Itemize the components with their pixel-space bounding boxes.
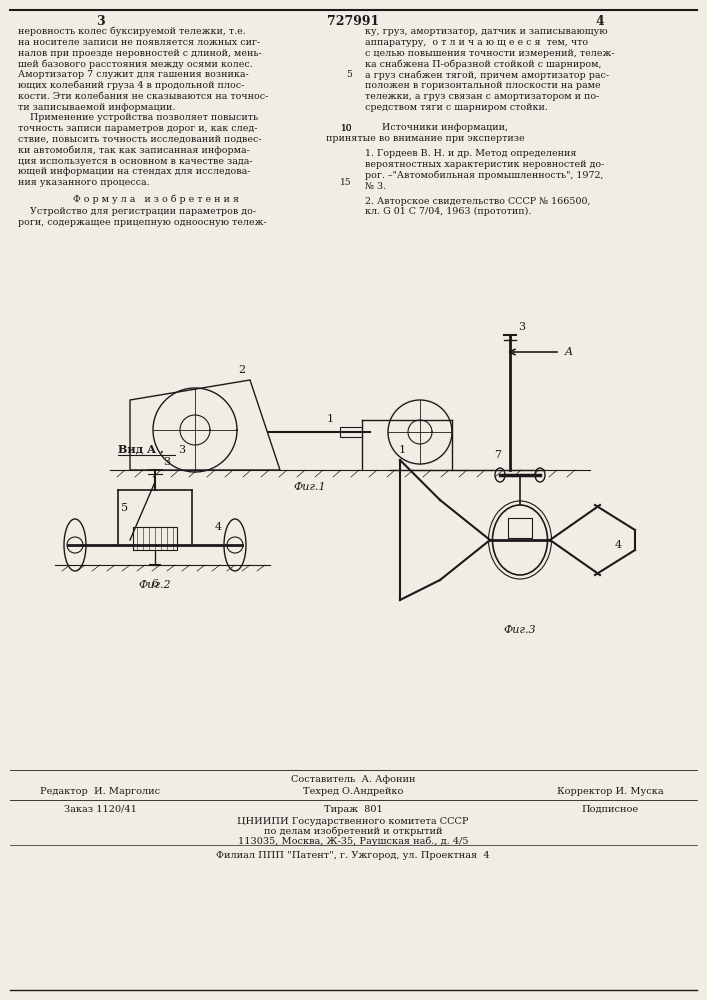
Text: 7: 7 [494,450,501,460]
Text: 4: 4 [595,15,604,28]
Text: 6: 6 [151,579,158,589]
Text: Ф о р м у л а   и з о б р е т е н и я: Ф о р м у л а и з о б р е т е н и я [73,195,239,205]
Text: 1. Гордеев В. Н. и др. Метод определения: 1. Гордеев В. Н. и др. Метод определения [365,149,576,158]
Text: ки автомобиля, так как записанная информа-: ки автомобиля, так как записанная информ… [18,146,250,155]
Text: с целью повышения точности измерений, тележ-: с целью повышения точности измерений, те… [365,49,614,58]
Text: роги, содержащее прицепную одноосную тележ-: роги, содержащее прицепную одноосную тел… [18,218,267,227]
Text: рог. –"Автомобильная промышленность", 1972,: рог. –"Автомобильная промышленность", 19… [365,171,604,180]
Text: Фиг.2: Фиг.2 [139,580,171,590]
Text: 113035, Москва, Ж-35, Раушская наб., д. 4/5: 113035, Москва, Ж-35, Раушская наб., д. … [238,837,468,846]
Text: 10: 10 [341,124,352,133]
Text: аппаратуру,  о т л и ч а ю щ е е с я  тем, что: аппаратуру, о т л и ч а ю щ е е с я тем,… [365,38,588,47]
Text: на носителе записи не появляется ложных сиг-: на носителе записи не появляется ложных … [18,38,260,47]
Text: Заказ 1120/41: Заказ 1120/41 [64,805,136,814]
Text: 3: 3 [518,322,525,332]
Text: кл. G 01 C 7/04, 1963 (прототип).: кл. G 01 C 7/04, 1963 (прототип). [365,207,532,216]
Text: ция используется в основном в качестве зада-: ция используется в основном в качестве з… [18,157,252,166]
Bar [340,427,362,437]
Text: Амортизатор 7 служит для гашения возника-: Амортизатор 7 служит для гашения возника… [18,70,249,79]
Text: Филиал ППП "Патент", г. Ужгород, ул. Проектная  4: Филиал ППП "Патент", г. Ужгород, ул. Про… [216,851,490,860]
Text: 2. Авторское свидетельство СССР № 166500,: 2. Авторское свидетельство СССР № 166500… [365,197,590,206]
Text: Тираж  801: Тираж 801 [324,805,382,814]
Text: 5: 5 [346,70,352,79]
Text: по делам изобретений и открытий: по делам изобретений и открытий [264,827,443,836]
Text: точность записи параметров дорог и, как след-: точность записи параметров дорог и, как … [18,124,257,133]
Text: Техред О.Андрейко: Техред О.Андрейко [303,787,403,796]
Text: № 3.: № 3. [365,182,386,191]
Text: ка снабжена П-образной стойкой с шарниром,: ка снабжена П-образной стойкой с шарниро… [365,59,602,69]
Text: ЦНИИПИ Государственного комитета СССР: ЦНИИПИ Государственного комитета СССР [238,817,469,826]
Text: Фиг.1: Фиг.1 [293,482,327,492]
Text: шей базового расстояния между осями колес.: шей базового расстояния между осями коле… [18,59,252,69]
Text: а груз снабжен тягой, причем амортизатор рас-: а груз снабжен тягой, причем амортизатор… [365,70,609,80]
Text: Вид А .: Вид А . [118,444,164,455]
Text: ющей информации на стендах для исследова-: ющей информации на стендах для исследова… [18,167,250,176]
Text: 2: 2 [238,365,245,375]
Text: Корректор И. Муска: Корректор И. Муска [556,787,663,796]
Text: 15: 15 [340,178,352,187]
Text: налов при проезде неровностей с длиной, мень-: налов при проезде неровностей с длиной, … [18,49,262,58]
Text: 5: 5 [121,503,128,513]
Text: Составитель  А. Афонин: Составитель А. Афонин [291,775,415,784]
Text: Устройство для регистрации параметров до-: Устройство для регистрации параметров до… [18,207,256,216]
Text: ствие, повысить точность исследований подвес-: ствие, повысить точность исследований по… [18,135,262,144]
Text: Подписное: Подписное [581,805,638,814]
Text: A: A [565,347,573,357]
Text: 3: 3 [95,15,105,28]
Text: кости. Эти колебания не сказываются на точнос-: кости. Эти колебания не сказываются на т… [18,92,269,101]
Text: 4: 4 [615,540,622,550]
Text: 3: 3 [163,457,170,467]
Text: ния указанного процесса.: ния указанного процесса. [18,178,150,187]
Text: ти записываемой информации.: ти записываемой информации. [18,103,175,112]
Text: Применение устройства позволяет повысить: Применение устройства позволяет повысить [18,113,258,122]
Text: Фиг.3: Фиг.3 [503,625,537,635]
Text: вероятностных характеристик неровностей до-: вероятностных характеристик неровностей … [365,160,604,169]
Text: принятые во внимание при экспертизе: принятые во внимание при экспертизе [326,134,525,143]
Text: положен в горизонтальной плоскости на раме: положен в горизонтальной плоскости на ра… [365,81,601,90]
Text: 10: 10 [341,124,352,133]
Text: средством тяги с шарниром стойки.: средством тяги с шарниром стойки. [365,103,548,112]
Text: 1: 1 [399,445,406,455]
Text: 4: 4 [215,522,222,532]
Text: ющих колебаний груза 4 в продольной плос-: ющих колебаний груза 4 в продольной плос… [18,81,245,91]
Text: тележки, а груз связан с амортизатором и по-: тележки, а груз связан с амортизатором и… [365,92,600,101]
Text: 3: 3 [178,445,185,455]
Text: Источники информации,: Источники информации, [382,123,508,132]
Text: неровность колес буксируемой тележки, т.е.: неровность колес буксируемой тележки, т.… [18,27,246,36]
Text: ку, груз, амортизатор, датчик и записывающую: ку, груз, амортизатор, датчик и записыва… [365,27,607,36]
Text: Редактор  И. Марголис: Редактор И. Марголис [40,787,160,796]
Text: 1: 1 [327,414,334,424]
Text: 727991: 727991 [327,15,379,28]
